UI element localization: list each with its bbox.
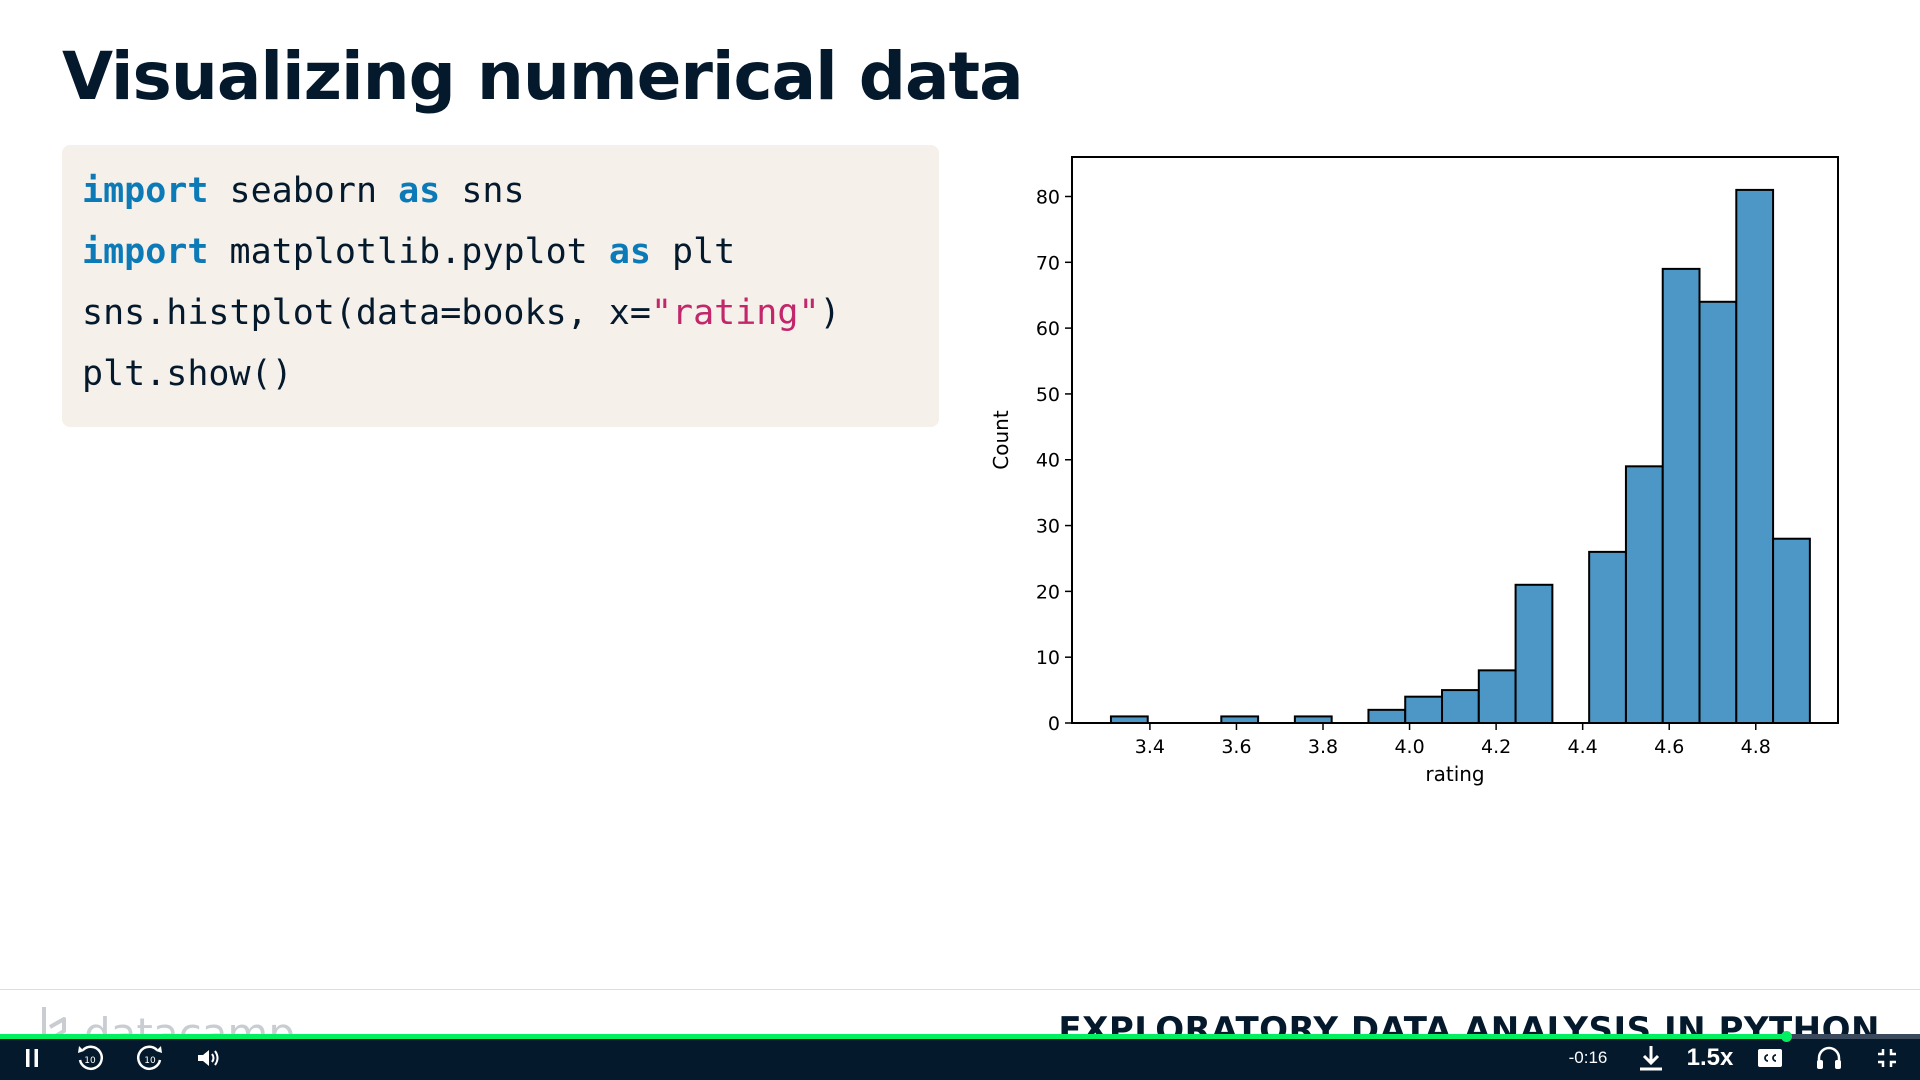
x-tick-label: 4.8 [1741,736,1771,758]
svg-text:10: 10 [144,1056,156,1066]
rewind-10-icon: 10 [78,1045,104,1070]
code-keyword: import [82,171,209,211]
audio-button[interactable] [1814,1040,1844,1076]
code-keyword: as [398,171,441,211]
pause-icon [26,1049,38,1067]
y-tick-label: 60 [1036,318,1060,340]
code-text: matplotlib.pyplot [208,232,609,272]
code-text: sns.histplot(data=books, x= [82,293,651,333]
x-tick-label: 4.0 [1394,736,1424,758]
x-axis-label: rating [1425,762,1484,786]
forward-10-button[interactable]: 10 [132,1040,168,1076]
histogram-chart: 3.4 3.6 3.8 4.0 4.2 4.4 4.6 4.8 0 10 20 30 40 50 60 70… [990,156,1839,786]
histogram-bar [1588,550,1627,724]
captions-icon [1758,1049,1782,1067]
code-line: import seaborn as sns [82,171,919,232]
code-keyword: import [82,232,209,272]
captions-button[interactable] [1756,1040,1784,1076]
y-axis-ticks: 0 10 20 30 40 50 60 70 80 [1036,186,1072,735]
y-tick-label: 40 [1036,450,1060,472]
x-tick-label: 4.4 [1568,736,1598,758]
y-axis-label: Count [990,410,1013,470]
exit-fullscreen-icon [1878,1049,1896,1067]
volume-button[interactable] [194,1040,224,1076]
y-tick-label: 30 [1036,516,1060,538]
y-tick-label: 50 [1036,384,1060,406]
code-line: import matplotlib.pyplot as plt [82,232,919,293]
histogram-bar [1441,689,1480,724]
exit-fullscreen-button[interactable] [1872,1040,1902,1076]
histogram-bar [1772,537,1811,724]
pause-button[interactable] [18,1040,46,1076]
code-text: plt [650,232,736,272]
code-keyword: as [608,232,651,272]
histogram-bar [1477,669,1517,724]
plot-frame [1071,156,1839,724]
histogram-bar [1698,300,1738,724]
histogram-bar [1367,708,1407,725]
histogram-bars [1109,188,1811,725]
time-remaining: -0:16 [1568,1048,1608,1067]
volume-icon [198,1050,219,1066]
histogram-bar [1514,583,1554,725]
download-button[interactable] [1634,1040,1668,1076]
code-text: ) [819,293,841,333]
code-line: plt.show() [82,354,919,415]
footer-divider [0,989,1920,990]
course-title: EXPLORATORY DATA ANALYSIS IN PYTHON [1058,1010,1880,1037]
y-tick-label: 70 [1036,252,1060,274]
code-text: seaborn [208,171,399,211]
x-axis-ticks: 3.4 3.6 3.8 4.0 4.2 4.4 4.6 4.8 [1135,723,1771,758]
video-player-controls [0,1035,1920,1080]
x-tick-label: 3.6 [1221,736,1251,758]
y-tick-label: 10 [1036,647,1060,669]
histogram-bar [1661,267,1701,724]
playback-speed-button[interactable]: 1.5x [1686,1040,1734,1076]
histogram-bar [1624,465,1664,724]
headphones-icon [1817,1046,1841,1069]
download-icon [1640,1046,1662,1071]
y-tick-label: 0 [1048,713,1060,735]
playback-speed: 1.5x [1686,1044,1734,1071]
code-text: sns [440,171,525,211]
histogram-bar [1735,188,1775,724]
code-line: sns.histplot(data=books, x="rating") [82,293,919,354]
x-tick-label: 4.2 [1481,736,1511,758]
forward-10-icon: 10 [136,1045,162,1070]
x-tick-label: 3.4 [1135,736,1165,758]
y-tick-label: 20 [1036,581,1060,603]
x-tick-label: 4.6 [1654,736,1684,758]
x-tick-label: 3.8 [1308,736,1338,758]
y-tick-label: 80 [1036,186,1060,208]
datacamp-logo-icon [42,1007,66,1039]
rewind-10-button[interactable]: 10 [72,1040,108,1076]
code-text: plt.show() [82,354,293,394]
progress-bar[interactable] [0,1031,1920,1042]
histogram-bar [1404,695,1444,725]
code-block: import seaborn as sns import matplotlib.p… [62,145,939,427]
slide-title: Visualizing numerical data [62,38,1024,115]
svg-text:10: 10 [84,1056,96,1066]
progress-handle[interactable] [1780,1031,1792,1042]
progress-fill [0,1034,1786,1039]
code-string: "rating" [650,293,820,333]
